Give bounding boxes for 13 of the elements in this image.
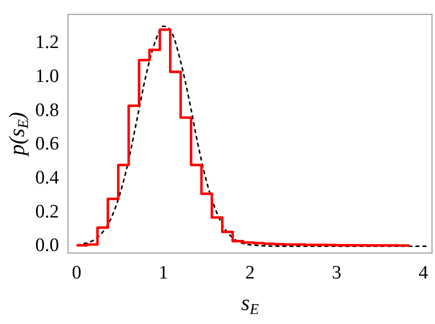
x-tick-label: 0 bbox=[72, 262, 82, 284]
x-tick-label: 4 bbox=[418, 262, 429, 284]
y-tick-label: 0.6 bbox=[35, 134, 59, 155]
y-tick-label: 0.8 bbox=[35, 100, 59, 121]
x-tick-label: 3 bbox=[332, 262, 342, 284]
y-axis-title: p(sE) bbox=[4, 112, 32, 158]
y-tick-label: 1.2 bbox=[35, 32, 59, 54]
y-tick-label: 0.2 bbox=[35, 201, 59, 222]
y-tick-label: 0.0 bbox=[35, 235, 59, 256]
y-tick-label: 0.4 bbox=[35, 168, 60, 189]
x-tick-label: 2 bbox=[245, 262, 255, 284]
y-tick-label: 1.0 bbox=[35, 66, 59, 87]
x-tick-label: 1 bbox=[158, 262, 168, 284]
